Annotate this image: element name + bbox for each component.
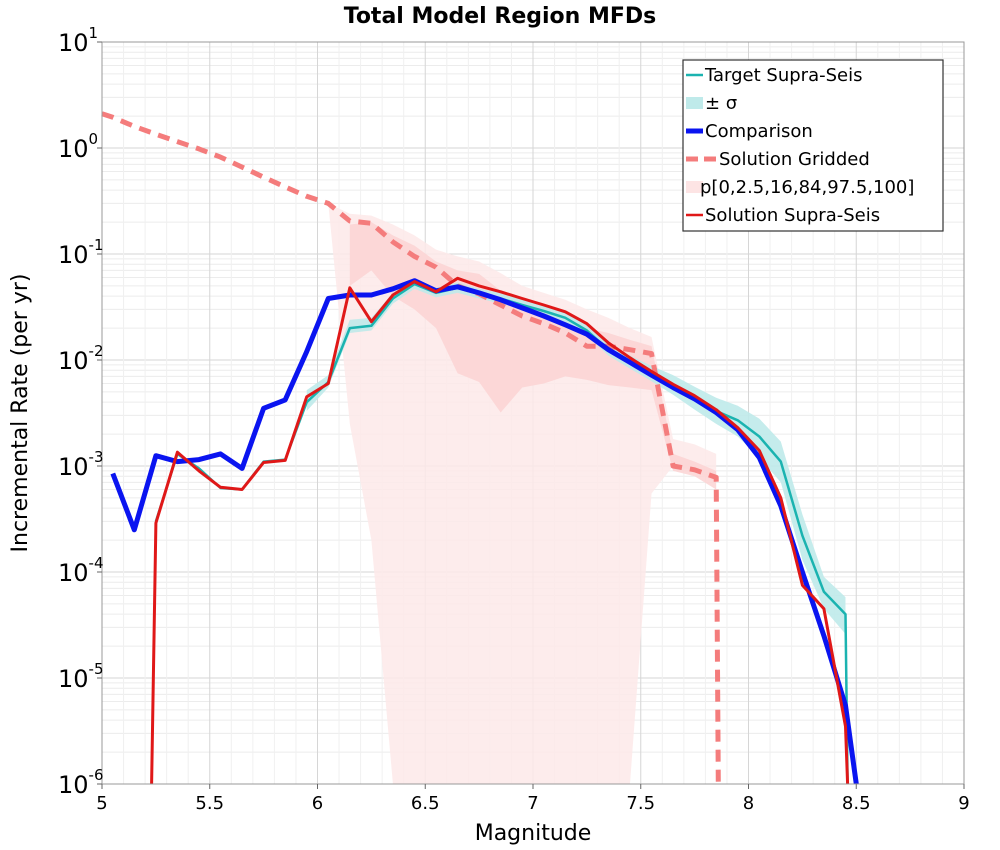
y-tick-label: 101 xyxy=(58,24,98,57)
x-tick-labels: 5 5.5 6 6.5 7 7.5 8 8.5 9 xyxy=(96,784,970,814)
legend-label: ± σ xyxy=(705,93,737,114)
chart-title: Total Model Region MFDs xyxy=(344,4,657,29)
x-tick-label: 7.5 xyxy=(626,793,655,814)
y-tick-exponent: 1 xyxy=(89,24,99,42)
series-lines xyxy=(101,111,859,785)
y-tick-exponent: 0 xyxy=(89,130,99,148)
x-tick-label: 9 xyxy=(958,793,969,814)
y-tick-base: 10 xyxy=(58,559,89,587)
legend-label: Comparison xyxy=(705,121,813,142)
y-tick-exponent: -1 xyxy=(89,236,104,254)
legend-label: Solution Gridded xyxy=(719,149,870,170)
x-tick-label: 8.5 xyxy=(842,793,871,814)
legend: Target Supra-Seis ± σ Comparison Solution G… xyxy=(682,59,944,232)
x-tick-label: 6.5 xyxy=(411,793,440,814)
x-tick-label: 5.5 xyxy=(195,793,224,814)
legend-swatch xyxy=(686,181,703,193)
y-tick-label: 100 xyxy=(58,130,98,163)
y-axis-label: Incremental Rate (per yr) xyxy=(8,274,33,553)
y-tick-label: 10-5 xyxy=(58,660,104,693)
legend-label: Solution Supra-Seis xyxy=(705,205,880,226)
y-tick-exponent: -2 xyxy=(89,342,104,360)
y-tick-base: 10 xyxy=(58,771,89,799)
y-tick-label: 10-6 xyxy=(58,766,104,799)
legend-box xyxy=(682,59,944,232)
y-tick-label: 10-4 xyxy=(58,554,104,587)
y-tick-label: 10-1 xyxy=(58,236,104,269)
y-tick-exponent: -6 xyxy=(89,766,104,784)
x-tick-label: 6 xyxy=(312,793,323,814)
series-line-solution-gridded xyxy=(101,111,721,785)
y-tick-base: 10 xyxy=(58,665,89,693)
y-tick-base: 10 xyxy=(58,135,89,163)
y-tick-base: 10 xyxy=(58,347,89,375)
y-tick-base: 10 xyxy=(58,241,89,269)
y-tick-exponent: -5 xyxy=(89,660,104,678)
legend-swatch xyxy=(686,97,703,109)
y-tick-exponent: -4 xyxy=(89,554,104,572)
y-tick-label: 10-3 xyxy=(58,448,104,481)
x-tick-label: 8 xyxy=(743,793,754,814)
legend-label: Target Supra-Seis xyxy=(704,65,862,86)
y-tick-label: 10-2 xyxy=(58,342,104,375)
legend-label: p[0,2.5,16,84,97.5,100] xyxy=(700,177,914,198)
y-tick-base: 10 xyxy=(58,29,89,57)
x-axis-label: Magnitude xyxy=(475,821,592,846)
series-line-solution-supra-seis xyxy=(150,276,850,785)
x-tick-label: 7 xyxy=(527,793,538,814)
x-tick-label: 5 xyxy=(96,793,107,814)
y-tick-exponent: -3 xyxy=(89,448,104,466)
series-line-comparison xyxy=(110,278,859,785)
y-tick-base: 10 xyxy=(58,453,89,481)
